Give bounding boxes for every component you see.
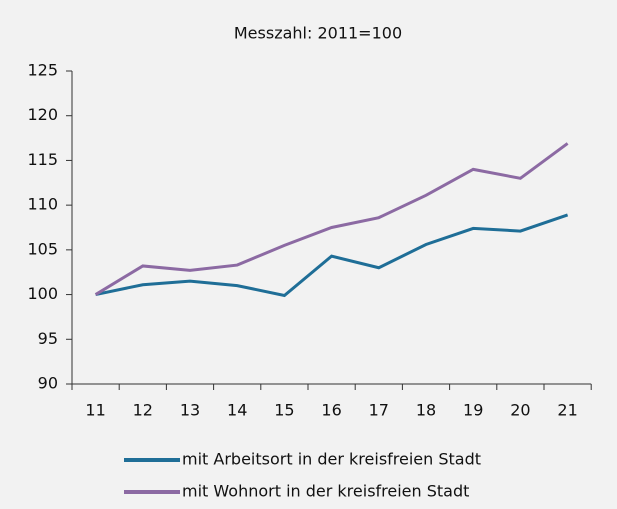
- x-tick-label: 18: [416, 401, 436, 420]
- y-tick-label: 105: [27, 239, 58, 258]
- x-tick-label: 11: [85, 401, 105, 420]
- legend-label: mit Arbeitsort in der kreisfreien Stadt: [182, 450, 481, 469]
- series-line: [94, 142, 569, 296]
- x-tick-label: 13: [180, 401, 200, 420]
- chart-title: Messzahl: 2011=100: [234, 24, 402, 43]
- x-tick-label: 20: [510, 401, 530, 420]
- series-line: [95, 213, 569, 298]
- y-tick-label: 90: [38, 374, 58, 393]
- x-tick-label: 12: [133, 401, 153, 420]
- x-tick-label: 14: [227, 401, 247, 420]
- legend-label: mit Wohnort in der kreisfreien Stadt: [182, 482, 469, 501]
- x-tick-label: 19: [463, 401, 483, 420]
- x-tick-label: 21: [557, 401, 577, 420]
- x-tick-label: 16: [321, 401, 341, 420]
- y-tick-label: 125: [27, 61, 58, 80]
- x-tick-label: 17: [369, 401, 389, 420]
- y-tick-label: 110: [27, 195, 58, 214]
- y-tick-label: 120: [27, 105, 58, 124]
- y-tick-label: 100: [27, 284, 58, 303]
- x-tick-label: 15: [274, 401, 294, 420]
- y-tick-label: 115: [27, 150, 58, 169]
- y-tick-label: 95: [38, 329, 58, 348]
